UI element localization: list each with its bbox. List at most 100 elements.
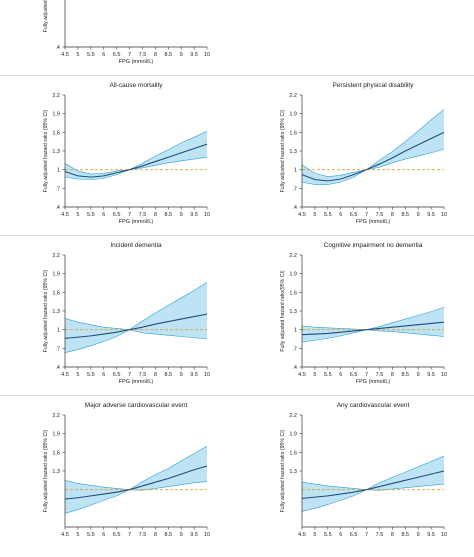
x-tick-label: 9 (180, 372, 183, 378)
x-tick-label: 9 (180, 212, 183, 218)
estimate-line (64, 313, 208, 339)
x-tick-label: 7 (365, 212, 368, 218)
ci-lower-line (64, 329, 208, 353)
x-tick-label: 9 (417, 372, 420, 378)
ci-band (302, 109, 444, 185)
chart-panel-8: Any cardiovascular event 4.5 5 5.5 6 6.5 7 7.5 8… (280, 402, 447, 538)
x-tick-label: 8.5 (164, 532, 172, 538)
x-tick-label: 7.5 (139, 52, 147, 58)
y-tick-label: 1.6 (289, 450, 297, 456)
x-tick-label: 5 (76, 212, 79, 218)
estimate-line (301, 321, 445, 336)
x-tick-label: 7 (365, 532, 368, 538)
x-axis-label: FPG (mmol/L) (119, 219, 154, 225)
x-tick-label: 8 (154, 372, 157, 378)
ci-band (302, 307, 444, 343)
estimate-line (301, 131, 445, 182)
ci-lower-line (64, 156, 208, 180)
y-tick-label: 1.6 (52, 130, 60, 136)
x-tick-label: 8 (391, 372, 394, 378)
x-tick-label: 9 (417, 532, 420, 538)
y-tick-label: 1 (57, 328, 60, 334)
estimate-line (64, 143, 208, 178)
panel-title: All-cause mortality (109, 82, 163, 89)
chart-panel-1: 4.555.566.577.588.599.510.4.7FPG (mmol/L… (43, 0, 210, 65)
y-axis-label: Fully adjusted hazard ratio (95% CI) (280, 429, 286, 512)
y-tick-label: 1.9 (289, 272, 297, 278)
x-tick-label: 7.5 (376, 372, 384, 378)
x-tick-label: 9.5 (427, 372, 435, 378)
x-tick-label: 9.5 (427, 212, 435, 218)
x-tick-label: 5.5 (87, 52, 95, 58)
x-tick-label: 4.5 (298, 372, 306, 378)
x-tick-label: 10 (204, 532, 210, 538)
ci-band (65, 446, 207, 514)
x-tick-label: 5 (76, 532, 79, 538)
panel-separator (0, 75, 474, 76)
y-tick-label: .7 (55, 346, 60, 352)
x-tick-label: 10 (204, 52, 210, 58)
y-tick-label: 1.3 (52, 149, 60, 155)
y-tick-label: 1.9 (52, 272, 60, 278)
y-axis-label: Fully adjusted hazard ratio (95% CI) (43, 109, 49, 192)
y-tick-label: 1.3 (52, 309, 60, 315)
y-tick-label: .7 (292, 346, 297, 352)
y-tick-label: 1 (294, 168, 297, 174)
x-tick-label: 7 (365, 372, 368, 378)
ci-upper-line (301, 109, 445, 177)
y-tick-label: 2.2 (289, 413, 297, 419)
y-axis-label: Fully adjusted hazard ratio (95% CI) (43, 269, 49, 352)
chart-panel-4: Persistent physical disability 4.5 5 5.5 6 6.… (280, 82, 447, 225)
x-axis-label: FPG (mmol/L) (356, 379, 391, 385)
x-tick-label: 6 (339, 532, 342, 538)
x-tick-label: 6 (102, 532, 105, 538)
x-tick-label: 9 (180, 52, 183, 58)
x-tick-label: 7 (128, 212, 131, 218)
ci-upper-line (64, 130, 208, 175)
x-tick-label: 5.5 (324, 372, 332, 378)
x-tick-label: 5.5 (87, 532, 95, 538)
y-tick-label: 1.9 (289, 432, 297, 438)
y-axis-label: Fully adjusted hazard ratio (95% CI) (43, 429, 49, 512)
chart-panel-7: Major adverse cardiovascular event 4.5 5 5.… (43, 402, 210, 538)
x-tick-label: 8.5 (164, 212, 172, 218)
x-tick-label: 10 (441, 532, 447, 538)
y-tick-label: 1.3 (289, 469, 297, 475)
y-tick-label: .7 (55, 186, 60, 192)
x-tick-label: 8 (154, 52, 157, 58)
y-tick-label: 2.2 (289, 253, 297, 259)
panel-title: Cognitive impairment no dementia (324, 242, 423, 249)
x-tick-label: 6.5 (113, 52, 121, 58)
x-tick-label: 9 (417, 212, 420, 218)
y-axis-label: Fully adjusted hazard ratio (95% CI) (43, 0, 49, 32)
y-tick-label: 1.6 (289, 290, 297, 296)
y-tick-label: 1.9 (52, 432, 60, 438)
x-tick-label: 8 (391, 212, 394, 218)
y-tick-label: 1 (57, 168, 60, 174)
ci-upper-line (64, 282, 208, 330)
x-tick-label: 5 (76, 372, 79, 378)
x-tick-label: 9.5 (190, 532, 198, 538)
y-tick-label: .4 (292, 205, 297, 211)
ci-band (302, 456, 444, 512)
panel-title: Major adverse cardiovascular event (85, 402, 188, 409)
chart-panel-2 (237, 0, 474, 77)
y-tick-label: 1.3 (289, 149, 297, 155)
y-tick-label: 2.2 (52, 253, 60, 259)
x-tick-label: 8.5 (164, 52, 172, 58)
x-tick-label: 10 (441, 212, 447, 218)
x-tick-label: 8.5 (401, 212, 409, 218)
x-tick-label: 10 (204, 212, 210, 218)
ci-upper-line (301, 306, 445, 330)
y-tick-label: 1.3 (52, 469, 60, 475)
x-tick-label: 7.5 (139, 372, 147, 378)
y-axis-label: Fully adjusted hazard ratio (95% CI) (280, 109, 286, 192)
x-tick-label: 9 (180, 532, 183, 538)
x-tick-label: 8 (154, 532, 157, 538)
x-tick-label: 7 (128, 52, 131, 58)
y-tick-label: 1.9 (52, 112, 60, 118)
chart-panel-6: Cognitive impairment no dementia 4.5 5 5.5 6… (280, 242, 447, 385)
x-tick-label: 7.5 (139, 212, 147, 218)
y-axis-label: Fully adjusted hazard ratio(95% CI) (280, 270, 286, 352)
y-tick-label: .4 (55, 45, 60, 51)
